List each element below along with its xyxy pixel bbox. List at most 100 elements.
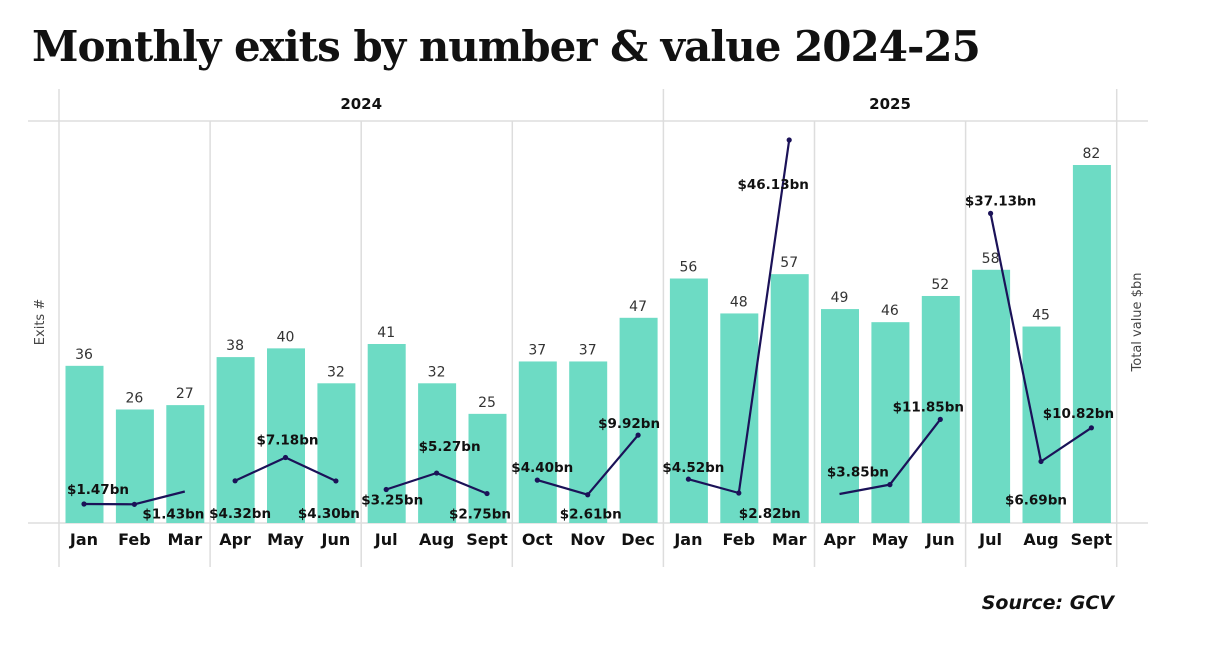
value-point bbox=[1088, 425, 1094, 431]
y2-axis-title: Total value $bn bbox=[1130, 273, 1145, 373]
bar-value-label: 46 bbox=[881, 303, 899, 319]
value-point bbox=[736, 490, 742, 496]
value-point bbox=[635, 432, 641, 438]
bar-value-label: 27 bbox=[176, 386, 194, 402]
bar-value-label: 37 bbox=[579, 342, 597, 358]
value-point bbox=[685, 476, 692, 482]
x-tick-label: May bbox=[267, 530, 304, 549]
bar bbox=[468, 413, 507, 523]
bar-value-label: 26 bbox=[125, 390, 143, 406]
bar-value-label: 37 bbox=[528, 342, 546, 358]
bar-value-label: 47 bbox=[629, 299, 647, 315]
year-header: 2025 bbox=[869, 95, 911, 113]
x-tick-label: Aug bbox=[419, 530, 454, 549]
x-tick-label: Feb bbox=[723, 530, 756, 549]
value-label: $4.40bn bbox=[511, 460, 573, 476]
value-point bbox=[887, 482, 893, 488]
bar bbox=[921, 295, 960, 523]
bar bbox=[267, 348, 305, 523]
year-header: 2024 bbox=[340, 95, 382, 113]
bar bbox=[1022, 326, 1061, 523]
bar bbox=[367, 344, 406, 523]
x-tick-label: Jun bbox=[321, 530, 351, 549]
bar-value-label: 57 bbox=[780, 255, 798, 271]
value-point bbox=[1038, 458, 1044, 465]
x-tick-label: Nov bbox=[570, 530, 605, 549]
bar-value-label: 52 bbox=[931, 277, 949, 293]
bar bbox=[569, 361, 608, 523]
bar bbox=[166, 405, 205, 523]
value-label: $9.92bn bbox=[598, 416, 660, 432]
bar bbox=[871, 322, 910, 523]
value-point bbox=[988, 210, 994, 216]
value-label: $7.18bn bbox=[257, 432, 319, 448]
bar bbox=[821, 309, 859, 523]
x-tick-label: Apr bbox=[824, 530, 856, 549]
value-label: $46.13bn bbox=[738, 177, 809, 193]
value-label: $11.85bn bbox=[893, 399, 964, 415]
bar-value-label: 32 bbox=[327, 364, 345, 380]
value-label: $3.25bn bbox=[361, 493, 423, 509]
bar-value-label: 48 bbox=[730, 294, 748, 310]
x-tick-label: Jul bbox=[978, 530, 1002, 549]
x-tick-label: Apr bbox=[219, 530, 251, 549]
value-label: $2.75bn bbox=[449, 507, 511, 523]
bar bbox=[216, 357, 255, 523]
x-tick-label: Jan bbox=[69, 530, 98, 549]
value-point bbox=[484, 490, 490, 497]
x-tick-label: Jun bbox=[925, 530, 955, 549]
value-line-layer bbox=[81, 137, 1094, 507]
value-label: $4.30bn bbox=[298, 506, 360, 522]
x-tick-label: Feb bbox=[118, 530, 151, 549]
value-label: $5.27bn bbox=[419, 439, 481, 455]
bar bbox=[669, 278, 708, 523]
bar-value-label: 32 bbox=[428, 364, 446, 380]
x-tick-label: Jan bbox=[673, 530, 702, 549]
value-point bbox=[131, 501, 137, 507]
x-tick-label: Aug bbox=[1023, 530, 1058, 549]
bar-layer bbox=[65, 165, 1111, 523]
value-point bbox=[585, 492, 591, 498]
bar-value-label: 82 bbox=[1082, 146, 1100, 162]
bar bbox=[770, 274, 809, 523]
value-label: $4.52bn bbox=[662, 460, 724, 476]
value-point bbox=[333, 478, 339, 484]
bar-value-label: 56 bbox=[679, 260, 697, 276]
value-point bbox=[383, 486, 389, 493]
bar bbox=[317, 383, 356, 523]
value-label: $10.82bn bbox=[1043, 406, 1114, 422]
bar bbox=[1072, 165, 1111, 523]
x-tick-label: May bbox=[872, 530, 909, 549]
x-tick-label: Mar bbox=[167, 530, 202, 549]
bar bbox=[418, 383, 457, 523]
value-label: $1.47bn bbox=[67, 482, 129, 498]
bar bbox=[518, 361, 557, 523]
bar-value-label: 41 bbox=[377, 325, 395, 341]
bar-value-label: 45 bbox=[1032, 308, 1050, 324]
bar bbox=[65, 365, 104, 523]
bar-value-label: 38 bbox=[226, 338, 244, 354]
x-tick-label: Dec bbox=[621, 530, 655, 549]
value-label: $2.61bn bbox=[560, 507, 622, 523]
bar-value-label: 58 bbox=[982, 251, 1000, 267]
value-label: $4.32bn bbox=[209, 506, 271, 522]
x-tick-label: Jul bbox=[374, 530, 398, 549]
chart-title: Monthly exits by number & value 2024-25 bbox=[32, 22, 981, 71]
bar-value-label: 25 bbox=[478, 395, 496, 411]
value-label: $2.82bn bbox=[739, 506, 801, 522]
bar-value-label: 40 bbox=[277, 329, 295, 345]
value-point bbox=[534, 477, 540, 483]
value-point bbox=[232, 478, 238, 484]
bar-value-label: 49 bbox=[831, 290, 849, 306]
value-point bbox=[786, 137, 792, 143]
value-label: $37.13bn bbox=[965, 193, 1036, 209]
bar-value-label: 36 bbox=[75, 347, 93, 363]
source-note: Source: GCV bbox=[981, 592, 1114, 614]
bar bbox=[619, 317, 658, 523]
x-tick-label: Oct bbox=[522, 530, 553, 549]
value-label: $1.43bn bbox=[142, 506, 204, 522]
x-tick-label: Mar bbox=[772, 530, 807, 549]
value-point bbox=[434, 470, 440, 476]
value-point bbox=[282, 454, 289, 461]
